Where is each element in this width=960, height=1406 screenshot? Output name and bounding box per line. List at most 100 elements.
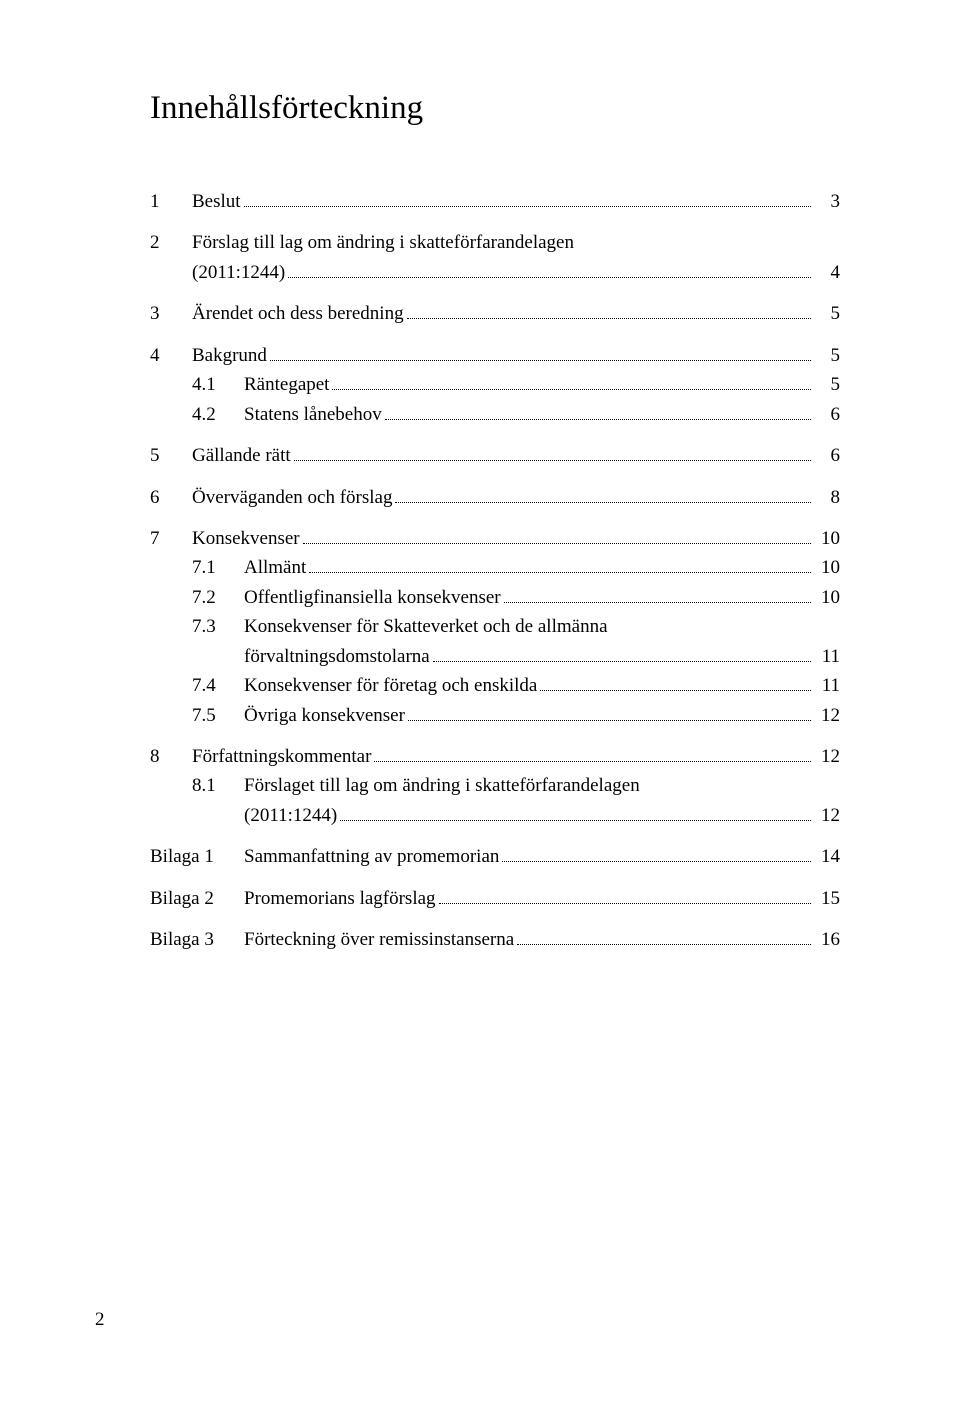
toc-number: 7.1: [192, 553, 244, 582]
toc-sub-entry: 8.1Förslaget till lag om ändring i skatt…: [150, 771, 840, 800]
toc-number: 4.2: [192, 400, 244, 429]
toc-label: förvaltningsdomstolarna: [244, 642, 430, 671]
toc-number: 6: [150, 483, 192, 512]
toc-page: 4: [814, 258, 840, 287]
toc-label: Konsekvenser: [192, 524, 300, 553]
toc-label: Beslut: [192, 187, 241, 216]
toc-leader: [502, 844, 811, 862]
toc-page: 6: [814, 441, 840, 470]
toc-page: 10: [814, 524, 840, 553]
toc-page: 11: [814, 642, 840, 671]
toc-entry: 6Överväganden och förslag 8: [150, 483, 840, 512]
toc-sub-entry: 7.3Konsekvenser för Skatteverket och de …: [150, 612, 840, 641]
toc-bilaga-entry: Bilaga 3Förteckning över remissinstanser…: [150, 925, 840, 954]
toc-leader: [517, 927, 811, 945]
toc-sub-entry-continuation: förvaltningsdomstolarna 11: [150, 642, 840, 671]
toc-label: Författningskommentar: [192, 742, 371, 771]
toc-number: 5: [150, 441, 192, 470]
toc-number: 7.5: [192, 701, 244, 730]
toc-label: Promemorians lagförslag: [244, 884, 436, 913]
toc-leader: [332, 372, 811, 390]
toc-leader: [540, 673, 811, 691]
toc-leader: [408, 702, 811, 720]
toc-sub-entry-continuation: (2011:1244) 12: [150, 801, 840, 830]
toc-label: Förslag till lag om ändring i skatteförf…: [192, 228, 574, 257]
toc-leader: [340, 803, 811, 821]
toc-entry: 3Ärendet och dess beredning 5: [150, 299, 840, 328]
toc-number: 4.1: [192, 370, 244, 399]
toc-bilaga-number: Bilaga 1: [150, 842, 244, 871]
toc-page: 3: [814, 187, 840, 216]
toc-number: 2: [150, 228, 192, 257]
toc-number: 8: [150, 742, 192, 771]
toc-page: 11: [814, 671, 840, 700]
toc-label: Räntegapet: [244, 370, 329, 399]
toc-page: 12: [814, 701, 840, 730]
toc-leader: [504, 585, 811, 603]
toc-page: 14: [814, 842, 840, 871]
toc-label: Förteckning över remissinstanserna: [244, 925, 514, 954]
toc-label: (2011:1244): [244, 801, 337, 830]
toc-page: 10: [814, 553, 840, 582]
toc-label: Övriga konsekvenser: [244, 701, 405, 730]
toc-number: 7.3: [192, 612, 244, 641]
toc-bilaga-number: Bilaga 2: [150, 884, 244, 913]
toc-page: 12: [814, 801, 840, 830]
toc-label: Konsekvenser för Skatteverket och de all…: [244, 612, 608, 641]
toc-page: 5: [814, 299, 840, 328]
toc-bilaga-entry: Bilaga 1Sammanfattning av promemorian 14: [150, 842, 840, 871]
toc-leader: [244, 189, 811, 207]
toc-leader: [385, 402, 811, 420]
toc-page: 15: [814, 884, 840, 913]
table-of-contents: 1Beslut 3 2Förslag till lag om ändring i s…: [150, 187, 840, 955]
toc-leader: [439, 886, 811, 904]
toc-label: Offentligfinansiella konsekvenser: [244, 583, 501, 612]
toc-sub-entry: 4.2Statens lånebehov 6: [150, 400, 840, 429]
toc-sub-entry: 7.1Allmänt 10: [150, 553, 840, 582]
toc-number: 1: [150, 187, 192, 216]
toc-leader: [294, 443, 811, 461]
toc-bilaga-entry: Bilaga 2Promemorians lagförslag 15: [150, 884, 840, 913]
toc-number: 7.2: [192, 583, 244, 612]
page-title: Innehållsförteckning: [150, 90, 840, 127]
toc-label: Ärendet och dess beredning: [192, 299, 404, 328]
toc-number: 7.4: [192, 671, 244, 700]
toc-leader: [270, 343, 811, 361]
toc-sub-entry: 7.4Konsekvenser för företag och enskilda…: [150, 671, 840, 700]
toc-page: 12: [814, 742, 840, 771]
toc-sub-entry: 7.2Offentligfinansiella konsekvenser 10: [150, 583, 840, 612]
toc-leader: [288, 260, 811, 278]
toc-leader: [433, 644, 811, 662]
toc-label: Gällande rätt: [192, 441, 291, 470]
toc-label: Allmänt: [244, 553, 306, 582]
toc-entry: 2Förslag till lag om ändring i skatteför…: [150, 228, 840, 257]
footer-page-number: 2: [95, 1309, 105, 1331]
toc-label: Statens lånebehov: [244, 400, 382, 429]
toc-number: 3: [150, 299, 192, 328]
document-page: Innehållsförteckning 1Beslut32Förslag ti…: [0, 0, 960, 1406]
toc-page: 16: [814, 925, 840, 954]
toc-label: Överväganden och förslag: [192, 483, 392, 512]
toc-page: 8: [814, 483, 840, 512]
toc-leader: [374, 744, 811, 762]
toc-label: Bakgrund: [192, 341, 267, 370]
toc-entry: 8Författningskommentar 12: [150, 742, 840, 771]
toc-entry: 5Gällande rätt 6: [150, 441, 840, 470]
toc-number: 7: [150, 524, 192, 553]
toc-page: 6: [814, 400, 840, 429]
toc-page: 10: [814, 583, 840, 612]
toc-entry: 4Bakgrund 5: [150, 341, 840, 370]
toc-entry-continuation: (2011:1244) 4: [150, 258, 840, 287]
toc-number: 4: [150, 341, 192, 370]
toc-sub-entry: 7.5Övriga konsekvenser 12: [150, 701, 840, 730]
toc-bilaga-number: Bilaga 3: [150, 925, 244, 954]
toc-leader: [309, 555, 811, 573]
toc-number: 8.1: [192, 771, 244, 800]
toc-leader: [395, 484, 811, 502]
toc-page: 5: [814, 341, 840, 370]
toc-leader: [303, 526, 811, 544]
toc-label: Förslaget till lag om ändring i skattefö…: [244, 771, 640, 800]
toc-label: Konsekvenser för företag och enskilda: [244, 671, 537, 700]
toc-label: (2011:1244): [192, 258, 285, 287]
toc-label: Sammanfattning av promemorian: [244, 842, 499, 871]
